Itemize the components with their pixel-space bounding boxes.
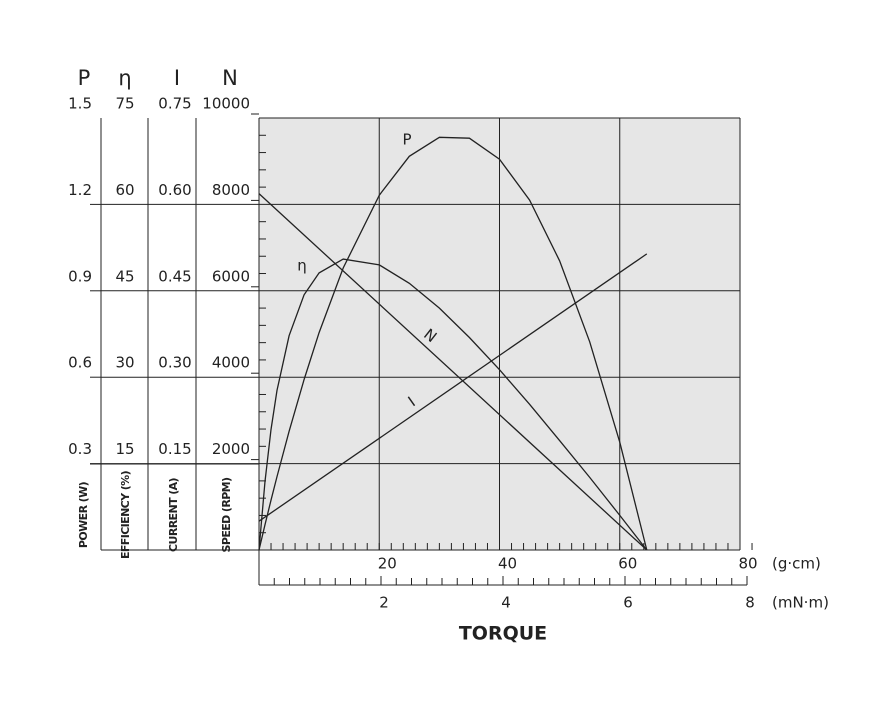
x2-tick-label: 8 xyxy=(745,594,755,612)
y-tick-label: 0.15 xyxy=(158,440,191,458)
y-tick-label: 75 xyxy=(115,95,134,113)
x-unit: (g·cm) xyxy=(772,555,821,573)
y-tick-label: 0.30 xyxy=(158,354,191,372)
axis-symbol: N xyxy=(222,66,238,90)
x2-unit: (mN·m) xyxy=(772,594,829,612)
x-tick-label: 80 xyxy=(738,555,757,573)
x-tick-label: 40 xyxy=(498,555,517,573)
curve xyxy=(258,136,648,551)
y-tick-label: 15 xyxy=(115,440,134,458)
y-tick-label: 0.45 xyxy=(158,267,191,285)
x2-tick-label: 2 xyxy=(379,594,389,612)
axis-label: SPEED (RPM) xyxy=(220,477,233,552)
axis-symbol: I xyxy=(174,66,180,90)
curve-label: η xyxy=(297,257,307,275)
y-tick-label: 0.6 xyxy=(68,354,92,372)
axis-label: CURRENT (A) xyxy=(167,477,180,552)
x-axis-title: TORQUE xyxy=(459,623,547,645)
x-tick-label: 20 xyxy=(378,555,397,573)
y-tick-label: 45 xyxy=(115,267,134,285)
y-tick-label: 10000 xyxy=(202,95,250,113)
curve xyxy=(258,193,648,551)
y-tick-label: 0.9 xyxy=(68,267,92,285)
x-tick-label: 60 xyxy=(618,555,637,573)
y-tick-label: 60 xyxy=(115,181,134,199)
y-tick-label: 2000 xyxy=(212,440,250,458)
axis-label: POWER (W) xyxy=(77,481,90,548)
y-tick-label: 4000 xyxy=(212,354,250,372)
curve xyxy=(258,253,648,522)
curve xyxy=(258,258,648,551)
axis-symbol: η xyxy=(118,66,131,90)
y-tick-label: 1.5 xyxy=(68,95,92,113)
y-tick-label: 8000 xyxy=(212,181,250,199)
x2-tick-label: 4 xyxy=(501,594,511,612)
curve-label: P xyxy=(402,131,411,149)
y-tick-label: 0.75 xyxy=(158,95,191,113)
axis-label: EFFICIENCY (%) xyxy=(119,470,132,559)
x2-tick-label: 6 xyxy=(623,594,633,612)
y-tick-label: 1.2 xyxy=(68,181,92,199)
axis-symbol: P xyxy=(78,66,91,90)
y-tick-label: 30 xyxy=(115,354,134,372)
y-tick-label: 0.3 xyxy=(68,440,92,458)
y-tick-label: 6000 xyxy=(212,267,250,285)
y-tick-label: 0.60 xyxy=(158,181,191,199)
